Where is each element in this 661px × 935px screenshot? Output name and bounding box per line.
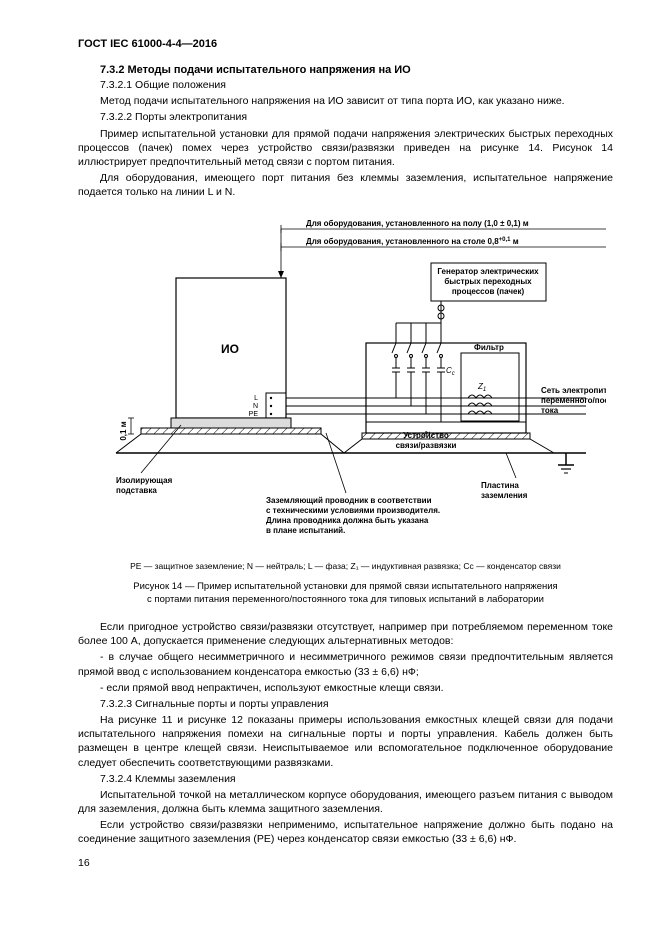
figure-14: Для оборудования, установленного на полу… [78, 213, 613, 606]
para: Метод подачи испытательного напряжения н… [78, 94, 613, 108]
para: На рисунке 11 и рисунке 12 показаны прим… [78, 713, 613, 770]
svg-text:L: L [254, 395, 258, 402]
para: - в случае общего несимметричного и неси… [78, 650, 613, 678]
para: - если прямой ввод непрактичен, использу… [78, 681, 613, 695]
para: Если пригодное устройство связи/развязки… [78, 620, 613, 648]
diagram-svg: Для оборудования, установленного на полу… [86, 213, 606, 553]
page-number: 16 [78, 857, 613, 869]
svg-text:Пластина: Пластина [481, 481, 519, 490]
figure-caption: Рисунок 14 — Пример испытательной устано… [78, 581, 613, 606]
sec-7-3-2: 7.3.2 Методы подачи испытательного напря… [78, 64, 613, 76]
svg-text:заземления: заземления [481, 491, 528, 500]
sec-7-3-2-3-title: 7.3.2.3 Сигнальные порты и порты управле… [78, 697, 613, 711]
io-label: ИО [221, 342, 239, 356]
svg-text:Заземляющий проводник в соотве: Заземляющий проводник в соответствии [266, 496, 432, 505]
para: Если устройство связи/развязки непримени… [78, 818, 613, 846]
svg-text:Cc: Cc [446, 366, 455, 377]
svg-text:переменного/постоянного: переменного/постоянного [541, 396, 606, 405]
svg-text:в плане испытаний.: в плане испытаний. [266, 526, 345, 535]
para: Для оборудования, имеющего порт питания … [78, 171, 613, 199]
note-table: Для оборудования, установленного на стол… [306, 237, 499, 246]
para: Пример испытательной установки для прямо… [78, 127, 613, 170]
svg-text:N: N [252, 403, 257, 410]
svg-text:с техническими условиями произ: с техническими условиями производителя. [266, 506, 440, 515]
svg-text:Z1: Z1 [477, 382, 486, 393]
doc-header: ГОСТ IEC 61000-4-4—2016 [78, 38, 613, 50]
svg-text:тока: тока [541, 406, 559, 415]
figure-legend: PE — защитное заземление; N — нейтраль; … [78, 561, 613, 571]
svg-text:0,1 м: 0,1 м [119, 422, 128, 441]
svg-text:Для оборудования, установленно: Для оборудования, установленного на стол… [306, 237, 519, 246]
svg-text:Изолирующая: Изолирующая [116, 476, 173, 485]
sec-7-3-2-1-title: 7.3.2.1 Общие положения [78, 78, 613, 92]
sec-7-3-2-4-title: 7.3.2.4 Клеммы заземления [78, 772, 613, 786]
svg-text:быстрых переходных: быстрых переходных [444, 277, 532, 286]
sec-7-3-2-2-title: 7.3.2.2 Порты электропитания [78, 110, 613, 124]
para: Испытательной точкой на металлическом ко… [78, 788, 613, 816]
svg-text:Сеть электропитания: Сеть электропитания [541, 386, 606, 395]
svg-text:PE: PE [248, 411, 258, 418]
svg-text:подставка: подставка [116, 486, 157, 495]
svg-text:связи/развязки: связи/развязки [395, 441, 456, 450]
svg-text:процессов (пачек): процессов (пачек) [451, 287, 524, 296]
note-floor: Для оборудования, установленного на полу… [306, 219, 529, 228]
svg-text:Генератор электрических: Генератор электрических [437, 267, 539, 276]
svg-text:Фильтр: Фильтр [474, 343, 504, 352]
svg-text:Длина проводника должна быть у: Длина проводника должна быть указана [266, 516, 429, 525]
